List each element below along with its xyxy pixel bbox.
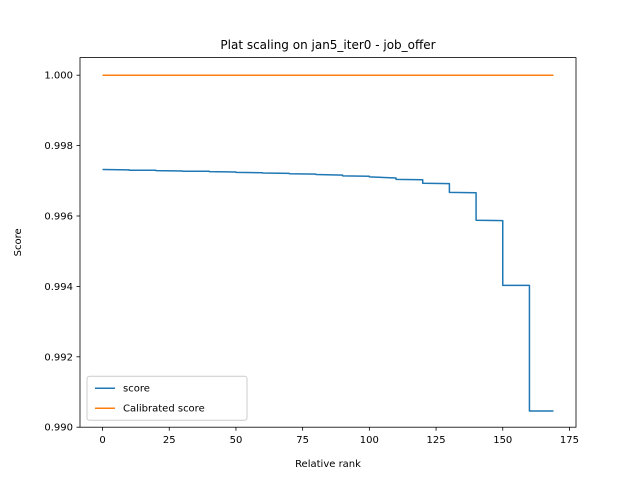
plot-frame (79, 57, 577, 428)
series-layer (102, 74, 554, 412)
x-tick-label: 50 (230, 435, 243, 446)
y-axis-label: Score (13, 228, 24, 256)
x-tick-label: 100 (360, 435, 379, 446)
x-tick-label: 75 (296, 435, 309, 446)
y-tick-label: 0.994 (44, 282, 73, 293)
plot-area (80, 57, 576, 428)
x-axis-ticks: 0 25 50 75 100 125 150 175 (99, 427, 579, 446)
x-axis-label: Relative rank (295, 459, 361, 470)
series-line-score (102, 168, 554, 412)
y-tick-label: 1.000 (44, 71, 73, 82)
chart-title: Plat scaling on jan5_iter0 - job_offer (220, 38, 435, 52)
y-tick-label: 0.998 (44, 141, 73, 152)
y-tick-label: 0.992 (44, 352, 73, 363)
x-tick-label: 175 (560, 435, 579, 446)
x-tick-label: 125 (427, 435, 446, 446)
x-tick-label: 25 (163, 435, 176, 446)
legend: score Calibrated score (86, 375, 248, 421)
legend-entry: score (123, 384, 150, 395)
y-axis-ticks: 0.990 0.992 0.994 0.996 0.998 1.000 (44, 71, 80, 434)
y-tick-label: 0.990 (44, 423, 73, 434)
legend-box (86, 375, 248, 421)
y-tick-label: 0.996 (44, 212, 73, 223)
legend-entry: Calibrated score (123, 404, 205, 415)
x-tick-label: 150 (493, 435, 512, 446)
x-tick-label: 0 (99, 435, 105, 446)
